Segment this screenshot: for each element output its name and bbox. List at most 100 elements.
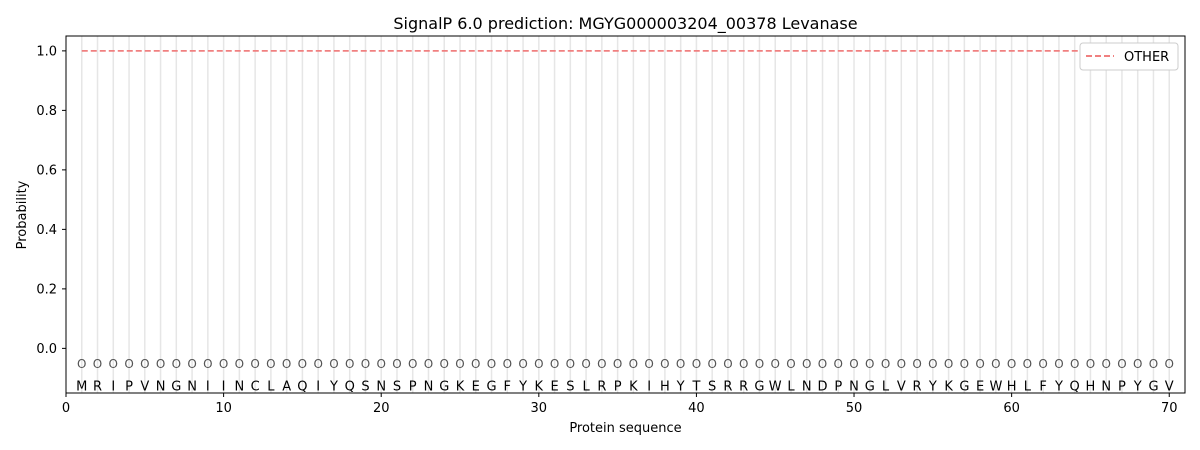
- legend-box: [1079, 42, 1179, 71]
- residue-label: L: [1024, 379, 1032, 394]
- residue-label: F: [1039, 379, 1046, 394]
- x-tick-label: 70: [1161, 401, 1178, 416]
- region-label: O: [786, 357, 795, 371]
- residue-label: S: [361, 379, 369, 394]
- region-label: O: [1023, 357, 1032, 371]
- residue-label: S: [393, 379, 401, 394]
- y-tick-label: 0.2: [36, 282, 57, 297]
- residue-label: R: [913, 379, 922, 394]
- y-tick-label: 0.8: [36, 104, 57, 119]
- residue-label: V: [897, 379, 906, 394]
- residue-label: M: [76, 379, 87, 394]
- residue-label: I: [111, 379, 115, 394]
- y-tick-label: 0.0: [36, 342, 57, 357]
- residue-label: P: [614, 379, 622, 394]
- region-label: O: [235, 357, 244, 371]
- region-label: O: [1086, 357, 1095, 371]
- residue-label: P: [834, 379, 842, 394]
- y-tick-label: 0.4: [36, 223, 57, 238]
- residue-label: R: [93, 379, 102, 394]
- residue-label: A: [282, 379, 291, 394]
- x-tick-label: 40: [688, 401, 705, 416]
- residue-label: D: [817, 379, 827, 394]
- residue-label: Y: [1054, 379, 1063, 394]
- region-label: O: [692, 357, 701, 371]
- residue-label: I: [647, 379, 651, 394]
- residue-label: S: [566, 379, 574, 394]
- residue-label: K: [629, 379, 638, 394]
- region-label: O: [282, 357, 291, 371]
- x-tick-label: 50: [846, 401, 863, 416]
- region-label: O: [172, 357, 181, 371]
- residue-label: N: [849, 379, 859, 394]
- region-label: O: [219, 357, 228, 371]
- region-label: O: [834, 357, 843, 371]
- residue-label: L: [882, 379, 890, 394]
- residue-label: L: [267, 379, 275, 394]
- region-label: O: [1101, 357, 1110, 371]
- region-label: O: [140, 357, 149, 371]
- region-label: O: [928, 357, 937, 371]
- region-label: O: [739, 357, 748, 371]
- residue-label: N: [376, 379, 386, 394]
- residue-label: G: [486, 379, 496, 394]
- residue-label: R: [597, 379, 606, 394]
- residue-grid: [81, 36, 1170, 393]
- region-label: O: [550, 357, 559, 371]
- residue-label: L: [582, 379, 590, 394]
- region-label: O: [1038, 357, 1047, 371]
- residue-label: V: [1165, 379, 1174, 394]
- residue-label: R: [739, 379, 748, 394]
- residue-label: G: [1148, 379, 1158, 394]
- residue-label: K: [944, 379, 953, 394]
- region-label: O: [802, 357, 811, 371]
- residue-label: N: [424, 379, 434, 394]
- region-label: O: [392, 357, 401, 371]
- region-label: O: [1133, 357, 1142, 371]
- region-label: O: [1007, 357, 1016, 371]
- residue-label: H: [660, 379, 670, 394]
- residue-label: Y: [518, 379, 527, 394]
- residue-label: N: [187, 379, 197, 394]
- residue-label: G: [171, 379, 181, 394]
- region-label: O: [581, 357, 590, 371]
- region-label: O: [1149, 357, 1158, 371]
- x-axis-label: Protein sequence: [569, 421, 681, 436]
- region-label: O: [109, 357, 118, 371]
- region-label: O: [471, 357, 480, 371]
- residue-label: E: [472, 379, 480, 394]
- residue-label: E: [550, 379, 558, 394]
- residue-label: P: [409, 379, 417, 394]
- region-label: O: [566, 357, 575, 371]
- residue-label: W: [769, 379, 782, 394]
- region-label: O: [187, 357, 196, 371]
- region-label: O: [597, 357, 606, 371]
- region-label: O: [1165, 357, 1174, 371]
- region-label: O: [345, 357, 354, 371]
- y-axis-label: Probability: [15, 180, 30, 249]
- plot-frame: [65, 35, 1186, 394]
- region-label: O: [676, 357, 685, 371]
- region-label: O: [897, 357, 906, 371]
- x-tick-label: 10: [215, 401, 232, 416]
- region-label: O: [755, 357, 764, 371]
- region-label: O: [93, 357, 102, 371]
- x-tick-label: 30: [531, 401, 548, 416]
- region-label: O: [613, 357, 622, 371]
- residue-label: L: [787, 379, 795, 394]
- residue-label: Q: [345, 379, 355, 394]
- region-label: O: [408, 357, 417, 371]
- region-label: O: [707, 357, 716, 371]
- residue-label: N: [802, 379, 812, 394]
- region-label: O: [991, 357, 1000, 371]
- region-label: O: [944, 357, 953, 371]
- region-label: O: [156, 357, 165, 371]
- y-axis: 0.0 0.2 0.4 0.6 0.8 1.0: [36, 44, 66, 357]
- region-label: O: [424, 357, 433, 371]
- region-label: O: [313, 357, 322, 371]
- residue-label: N: [156, 379, 166, 394]
- region-label: O: [818, 357, 827, 371]
- residue-label: G: [439, 379, 449, 394]
- residue-label: V: [140, 379, 149, 394]
